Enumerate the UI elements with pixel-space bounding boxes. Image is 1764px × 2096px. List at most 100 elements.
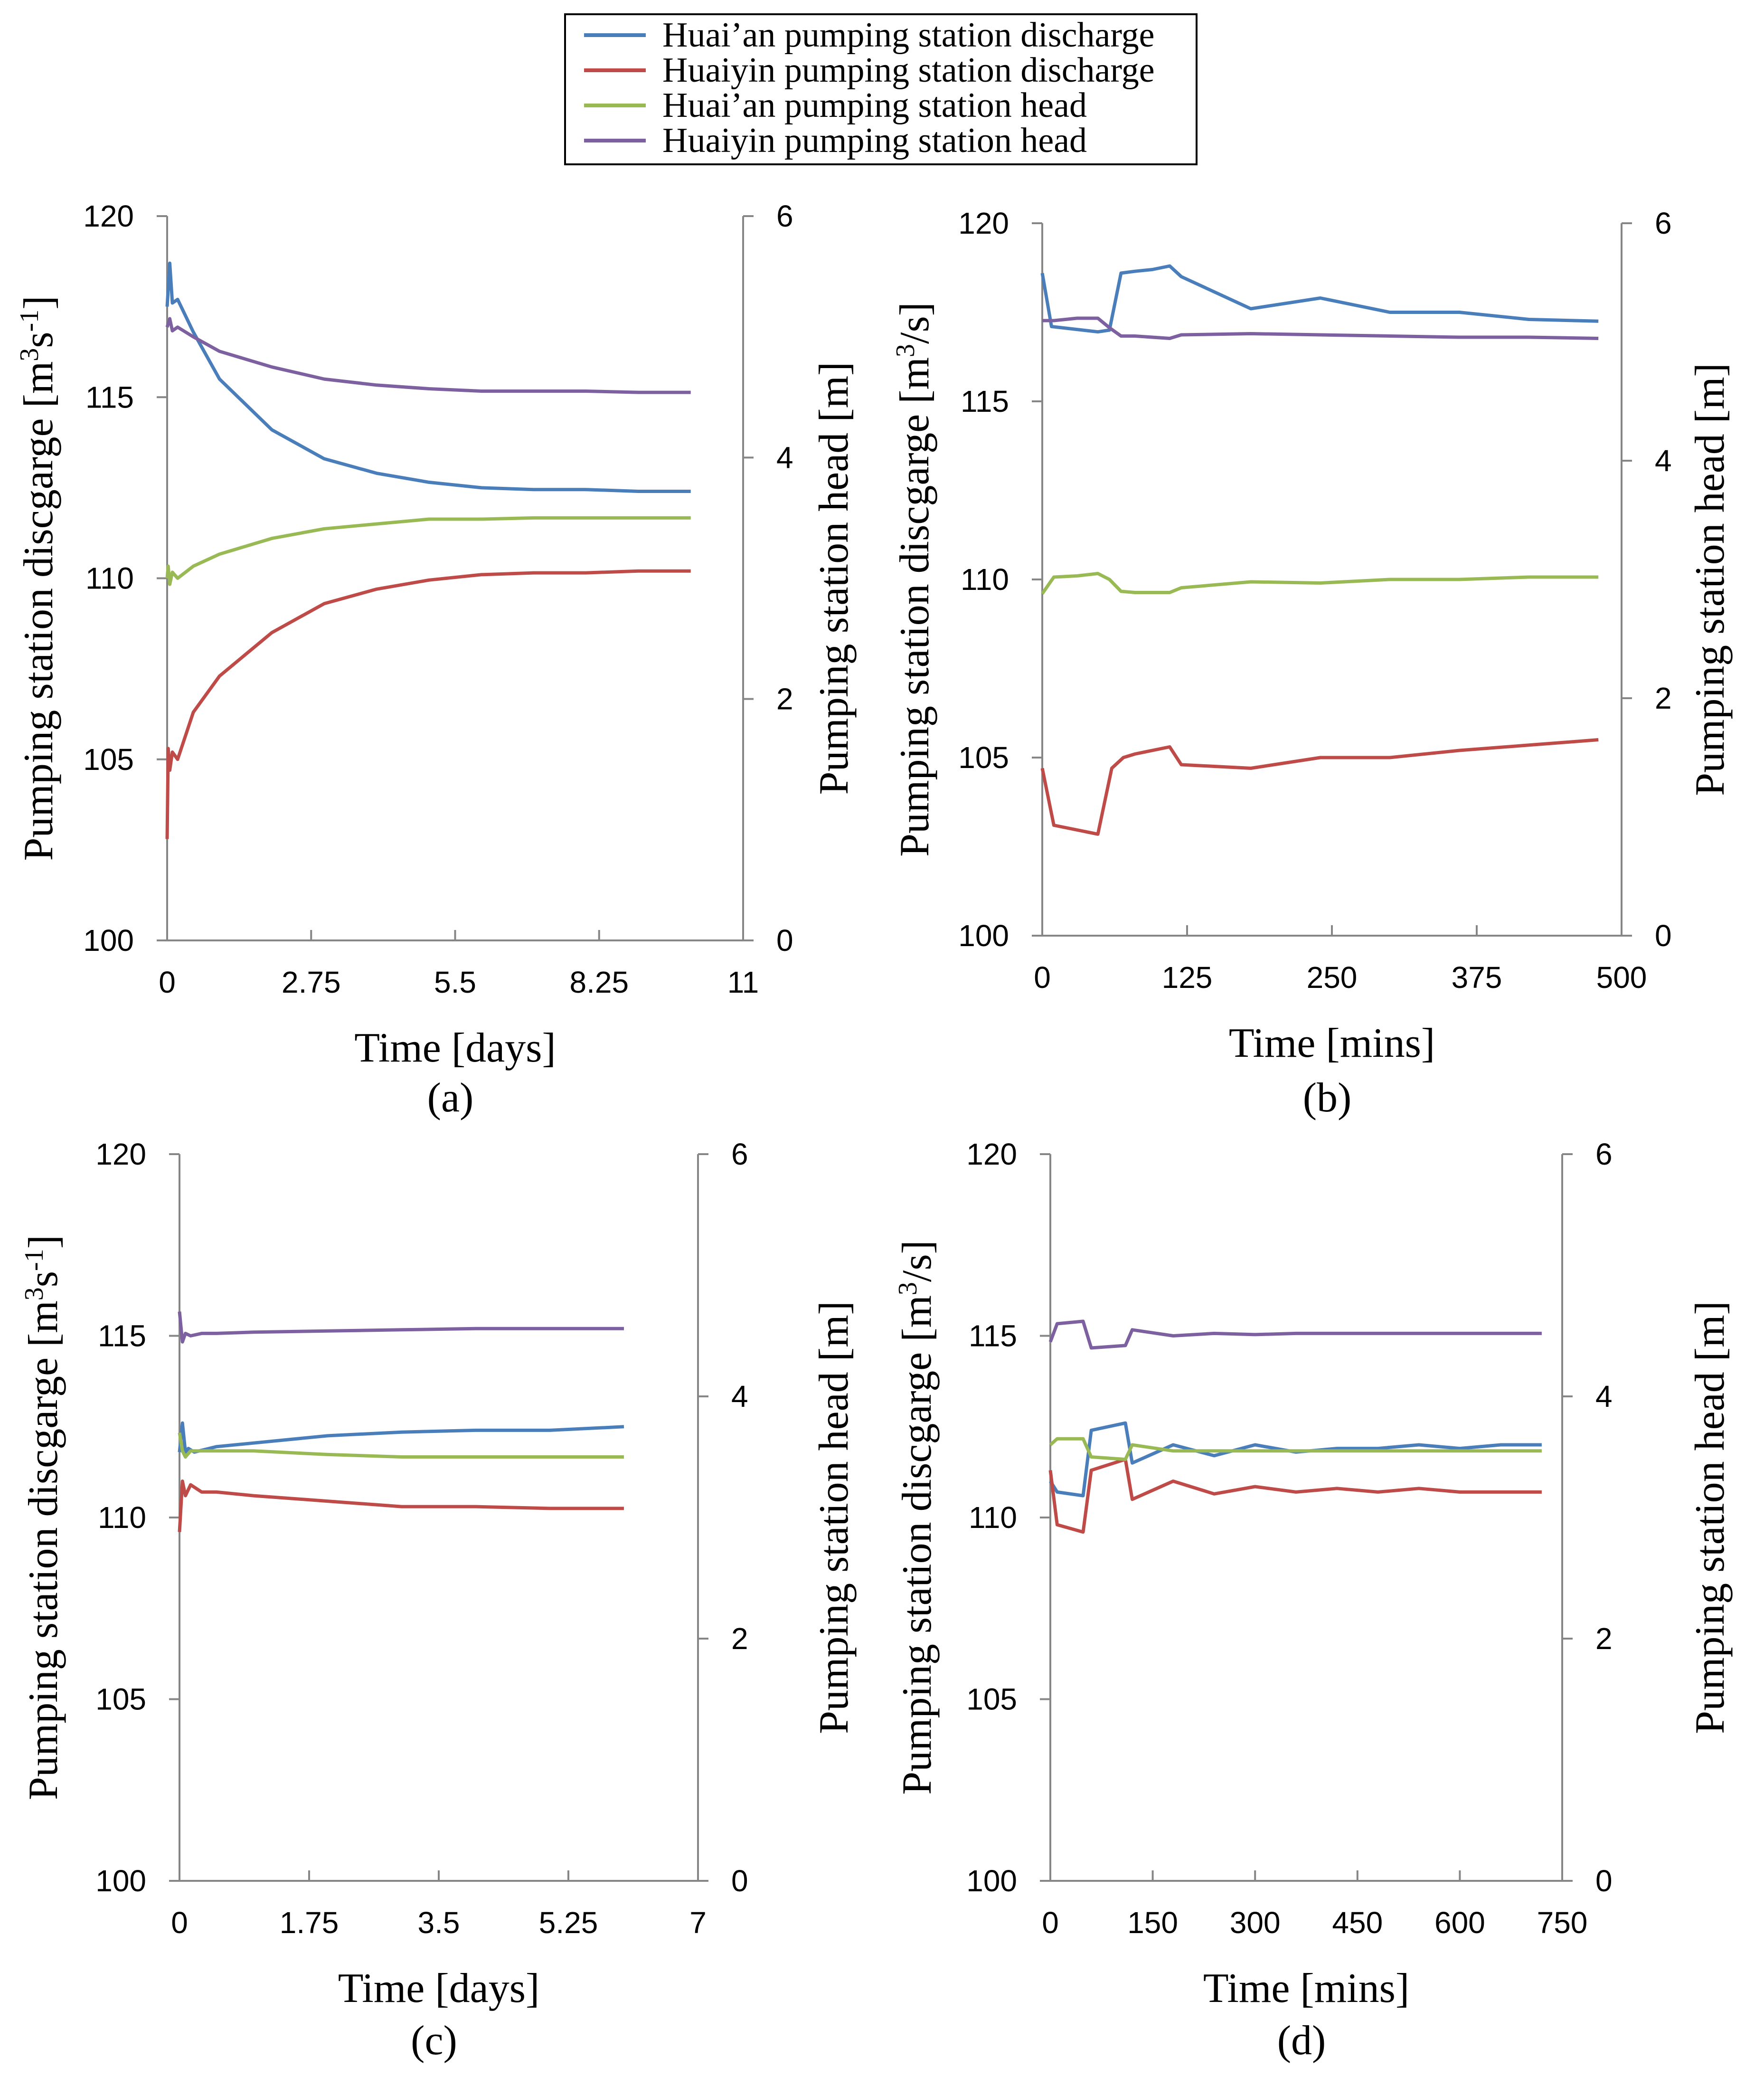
panel-b: 100 105 110 115 120 0 2 4 6 0 125 250 375 500 Time [mi…: [891, 206, 1733, 1121]
left-tick-label: 120: [958, 206, 1009, 240]
left-tick-label: 105: [966, 1682, 1017, 1717]
legend-label-huaian_discharge: Huai’an pumping station discharge: [662, 16, 1154, 55]
left-tick-label: 120: [966, 1137, 1017, 1171]
left-tick-label: 105: [958, 740, 1009, 775]
left-axis-label-part: 3: [893, 1282, 923, 1295]
left-tick-label: 110: [98, 1500, 146, 1535]
right-tick-label: 0: [1655, 919, 1672, 953]
right-tick-label: 4: [1655, 444, 1672, 478]
left-axis-label-part: s: [16, 332, 62, 348]
left-axis-label-part: ]: [892, 302, 938, 316]
x-tick-label: 1.75: [280, 1906, 339, 1940]
x-tick-label: 5.5: [434, 965, 476, 999]
x-axis-label: Time [days]: [354, 1025, 556, 1071]
left-tick-label: 115: [969, 1319, 1017, 1353]
left-axis-label: Pumping station discgarge [m3s-1]: [19, 1235, 66, 1800]
x-tick-label: 3.5: [418, 1906, 460, 1940]
series-line-huaiyin_head: [1042, 316, 1599, 340]
x-tick-label: 750: [1537, 1906, 1588, 1940]
x-tick-label: 0: [1042, 1906, 1059, 1940]
left-axis-label-part: ]: [16, 295, 62, 309]
series-line-huaiyin_head: [178, 1311, 624, 1344]
left-axis-label-part: -1: [15, 310, 44, 332]
series-line-huaiyin_discharge: [178, 1480, 624, 1532]
left-axis-label-part: /s: [892, 316, 938, 344]
left-axis-label-part: 3: [891, 344, 920, 357]
right-tick-label: 4: [1595, 1379, 1613, 1413]
x-tick-label: 375: [1452, 960, 1502, 995]
right-tick-label: 6: [1595, 1137, 1613, 1171]
left-tick-label: 110: [961, 562, 1009, 597]
panel-d: 100 105 110 115 120 0 2 4 6 0 150 300 450 600 750 Time …: [893, 1137, 1733, 2064]
legend-label-huaiyin_head: Huaiyin pumping station head: [662, 121, 1087, 160]
panel-caption: (d): [1277, 2018, 1326, 2064]
x-tick-label: 7: [689, 1906, 707, 1940]
x-tick-label: 500: [1596, 960, 1647, 995]
right-tick-label: 0: [731, 1864, 748, 1898]
panel-caption: (c): [411, 2018, 457, 2064]
right-axis-label: Pumping station head [m]: [1687, 1301, 1733, 1734]
series-line-huaian_discharge: [1040, 264, 1599, 334]
x-tick-label: 0: [171, 1906, 188, 1940]
left-axis-label-part: /s: [894, 1254, 940, 1282]
left-tick-label: 100: [83, 923, 134, 958]
right-tick-label: 2: [1595, 1622, 1613, 1656]
left-tick-label: 100: [966, 1864, 1017, 1898]
x-tick-label: 600: [1434, 1906, 1485, 1940]
left-tick-label: 100: [95, 1864, 146, 1898]
right-tick-label: 0: [1595, 1864, 1613, 1898]
x-tick-label: 125: [1162, 960, 1213, 995]
legend-label-huaian_head: Huai’an pumping station head: [662, 86, 1087, 125]
x-axis-label: Time [mins]: [1229, 1020, 1435, 1066]
series-line-huaian_discharge: [178, 1421, 624, 1454]
left-tick-label: 115: [961, 384, 1009, 418]
chart-panels: 100 105 110 115 120 0 2 4 6 0 2.75 5.5 8.25 11 Time [d…: [15, 199, 1733, 2064]
left-tick-label: 105: [95, 1682, 146, 1717]
x-axis-label: Time [days]: [338, 1965, 540, 2011]
x-tick-label: 5.25: [539, 1906, 598, 1940]
left-axis-label-part: 3: [19, 1287, 49, 1300]
panel-caption: (a): [427, 1075, 474, 1121]
left-axis-label-part: 3: [15, 348, 44, 361]
right-axis-label: Pumping station head [m]: [1687, 363, 1733, 796]
series-line-huaiyin_discharge: [1040, 738, 1599, 836]
left-axis-label-part: Pumping station discgarge [m: [894, 1295, 940, 1795]
left-axis-label-part: -1: [19, 1249, 49, 1271]
left-axis-label-part: s: [20, 1271, 66, 1287]
x-tick-label: 300: [1230, 1906, 1281, 1940]
series-line-huaian_head: [165, 516, 691, 586]
left-tick-label: 110: [969, 1500, 1017, 1535]
right-tick-label: 2: [1655, 681, 1672, 715]
left-axis-label-part: Pumping station discgarge [m: [892, 357, 938, 857]
left-tick-label: 105: [83, 742, 134, 777]
left-tick-label: 120: [95, 1137, 146, 1171]
series-line-huaiyin_discharge: [165, 569, 691, 839]
x-tick-label: 11: [727, 965, 759, 999]
series-line-huaian_head: [1049, 1437, 1542, 1461]
panel-a: 100 105 110 115 120 0 2 4 6 0 2.75 5.5 8.25 11 Time [d…: [15, 199, 857, 1121]
series-line-huaiyin_discharge: [1048, 1458, 1542, 1534]
panel-c: 100 105 110 115 120 0 2 4 6 0 1.75 3.5 5.25 7 Time [da…: [19, 1137, 857, 2064]
panel-caption: (b): [1303, 1075, 1352, 1121]
x-tick-label: 450: [1332, 1906, 1383, 1940]
series-line-huaian_head: [178, 1432, 624, 1459]
right-axis-label: Pumping station head [m]: [811, 1301, 857, 1734]
left-tick-label: 115: [98, 1319, 146, 1353]
left-axis-label: Pumping station discgarge [m3/s]: [893, 1240, 940, 1795]
left-axis-label-part: Pumping station discgarge [m: [20, 1300, 66, 1800]
right-tick-label: 0: [776, 923, 793, 958]
left-axis-label-part: Pumping station discgarge [m: [16, 361, 62, 861]
left-axis-label: Pumping station discgarge [m3s-1]: [15, 295, 62, 861]
right-tick-label: 2: [731, 1622, 748, 1656]
right-tick-label: 6: [731, 1137, 748, 1171]
left-axis-label: Pumping station discgarge [m3/s]: [891, 302, 938, 857]
x-tick-label: 150: [1127, 1906, 1178, 1940]
right-axis-label: Pumping station head [m]: [811, 362, 857, 795]
left-tick-label: 100: [958, 919, 1009, 953]
left-tick-label: 120: [83, 199, 134, 233]
x-tick-label: 250: [1307, 960, 1358, 995]
right-tick-label: 4: [776, 440, 793, 474]
right-tick-label: 4: [731, 1379, 748, 1413]
legend: Huai’an pumping station discharge Huaiyin…: [564, 13, 1198, 165]
